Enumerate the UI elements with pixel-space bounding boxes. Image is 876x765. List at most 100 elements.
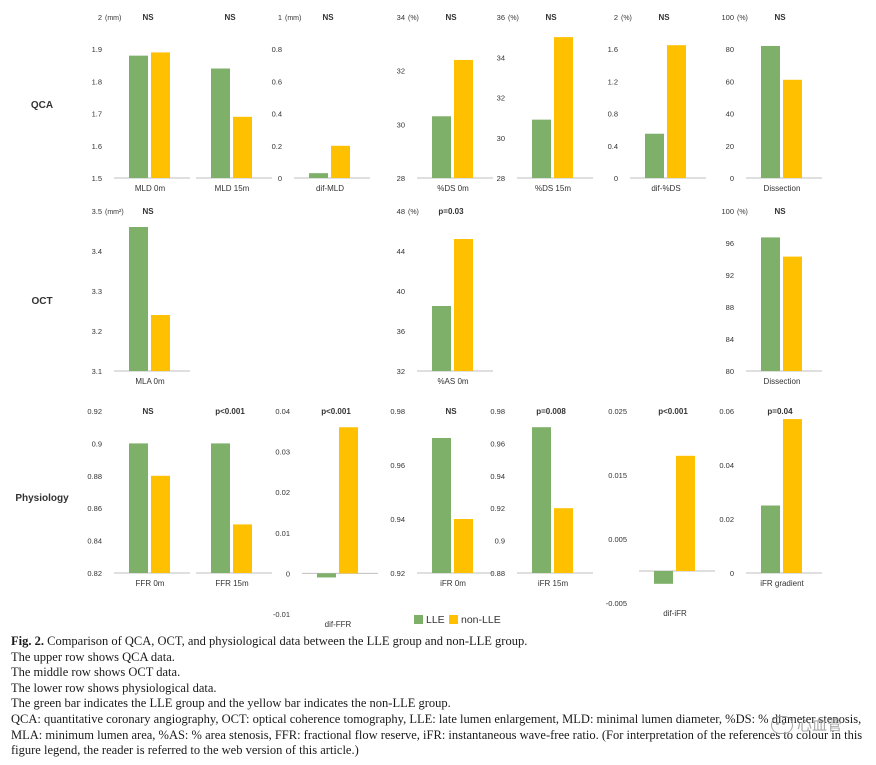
significance-label: NS bbox=[658, 13, 670, 22]
tick-label: 3.4 bbox=[92, 247, 102, 256]
tick-label: 0.025 bbox=[608, 407, 627, 416]
significance-label: NS bbox=[445, 407, 457, 416]
tick-label: 20 bbox=[726, 142, 734, 151]
significance-label: NS bbox=[142, 13, 154, 22]
tick-label: 0.92 bbox=[87, 407, 102, 416]
significance-label: p=0.008 bbox=[536, 407, 566, 416]
tick-label: 84 bbox=[726, 335, 734, 344]
caption-abbreviations: QCA: quantitative coronary angiography, … bbox=[11, 711, 863, 758]
tick-label: 100 bbox=[721, 207, 734, 216]
x-axis-label: iFR 15m bbox=[538, 579, 569, 588]
bar-lle bbox=[654, 571, 673, 584]
significance-label: p<0.001 bbox=[215, 407, 245, 416]
tick-label: 0.04 bbox=[719, 461, 734, 470]
caption-line-lower: The lower row shows physiological data. bbox=[11, 680, 217, 695]
tick-label: 3.2 bbox=[92, 327, 102, 336]
bar-non-lle bbox=[454, 519, 473, 573]
tick-label: 0.8 bbox=[608, 110, 618, 119]
bar-non-lle bbox=[151, 52, 170, 178]
tick-label: 0.06 bbox=[719, 407, 734, 416]
significance-label: p<0.001 bbox=[658, 407, 688, 416]
tick-label: 88 bbox=[726, 303, 734, 312]
tick-label: 36 bbox=[497, 13, 505, 22]
tick-label: 0.86 bbox=[87, 504, 102, 513]
tick-label: 0.84 bbox=[87, 537, 102, 546]
tick-label: 1.7 bbox=[92, 110, 102, 119]
tick-label: 0.005 bbox=[608, 535, 627, 544]
significance-label: p<0.001 bbox=[321, 407, 351, 416]
tick-label: 1.8 bbox=[92, 77, 102, 86]
panel-difmld: 0 0.2 0.4 0.6 0.8 1 (mm) dif-MLD NS bbox=[272, 13, 370, 193]
tick-label: 40 bbox=[397, 287, 405, 296]
watermark-text: 心血管 bbox=[796, 717, 842, 734]
panel-ffr15: FFR 15m p<0.001 bbox=[196, 407, 272, 588]
legend: LLE non-LLE bbox=[414, 614, 501, 626]
bar-non-lle bbox=[554, 37, 573, 178]
caption-fig-label: Fig. 2. bbox=[11, 634, 44, 648]
bar-non-lle bbox=[331, 145, 350, 178]
x-axis-label: MLD 0m bbox=[135, 184, 166, 193]
tick-label: 100 bbox=[721, 13, 734, 22]
caption-title-text: Comparison of QCA, OCT, and physiologica… bbox=[47, 634, 528, 648]
tick-label: 1.2 bbox=[608, 77, 618, 86]
tick-label: 0.96 bbox=[390, 461, 405, 470]
bar-non-lle bbox=[554, 508, 573, 573]
legend-label-non-lle: non-LLE bbox=[461, 614, 501, 626]
unit-label: (mm) bbox=[105, 15, 121, 22]
watermark: 心血管 bbox=[770, 714, 842, 735]
bar-lle bbox=[211, 68, 230, 178]
tick-label: 80 bbox=[726, 367, 734, 376]
significance-label: NS bbox=[322, 13, 334, 22]
unit-label: (%) bbox=[737, 209, 748, 216]
bar-lle bbox=[432, 116, 451, 178]
x-axis-label: FFR 0m bbox=[136, 579, 165, 588]
tick-label: 3.1 bbox=[92, 367, 102, 376]
unit-label: (%) bbox=[508, 15, 519, 22]
panel-dissection_oct: 80 84 88 92 96 100 (%) Dissection NS bbox=[721, 207, 822, 386]
tick-label: 0.88 bbox=[490, 569, 505, 578]
figure-caption: Fig. 2. Comparison of QCA, OCT, and phys… bbox=[11, 634, 871, 759]
tick-label: 0 bbox=[286, 569, 290, 578]
bar-non-lle bbox=[454, 59, 473, 178]
tick-label: 2 bbox=[614, 13, 618, 22]
bar-lle bbox=[761, 237, 780, 371]
x-axis-label: dif-MLD bbox=[316, 184, 344, 193]
panel-difffr: -0.01 0 0.01 0.02 0.03 0.04 dif-FFR p<0.001 bbox=[273, 407, 378, 628]
panel-ds0: 28 30 32 34 (%) %DS 0m NS bbox=[397, 13, 493, 193]
bar-lle bbox=[129, 55, 148, 178]
bar-lle bbox=[761, 45, 780, 179]
tick-label: 36 bbox=[397, 327, 405, 336]
tick-label: 28 bbox=[497, 174, 505, 183]
bar-lle bbox=[309, 173, 328, 178]
tick-label: 0.94 bbox=[390, 515, 405, 524]
caption-line-middle: The middle row shows OCT data. bbox=[11, 665, 181, 680]
tick-label: 0.9 bbox=[92, 439, 102, 448]
tick-label: 0.88 bbox=[87, 472, 102, 481]
tick-label: 30 bbox=[397, 120, 405, 129]
tick-label: 0.4 bbox=[272, 110, 282, 119]
bar-lle bbox=[532, 427, 551, 573]
legend-swatch-lle bbox=[414, 615, 423, 624]
row-label-oct: OCT bbox=[31, 296, 52, 307]
tick-label: 48 bbox=[397, 207, 405, 216]
x-axis-label: %DS 0m bbox=[437, 184, 469, 193]
tick-label: 44 bbox=[397, 247, 405, 256]
panel-ifrgrad: 0 0.02 0.04 0.06 iFR gradient p=0.04 bbox=[719, 407, 822, 588]
tick-label: 0.98 bbox=[390, 407, 405, 416]
row-labels: QCA OCT Physiology bbox=[15, 100, 69, 504]
tick-label: 0.8 bbox=[272, 45, 282, 54]
tick-label: 0 bbox=[730, 174, 734, 183]
significance-label: NS bbox=[774, 13, 786, 22]
tick-label: 0.82 bbox=[87, 569, 102, 578]
unit-label: (%) bbox=[408, 15, 419, 22]
x-axis-label: MLD 15m bbox=[215, 184, 250, 193]
tick-label: 1.5 bbox=[92, 174, 102, 183]
bar-non-lle bbox=[783, 79, 802, 178]
row-label-physiology: Physiology bbox=[15, 493, 69, 504]
tick-label: 0.9 bbox=[495, 537, 505, 546]
legend-label-lle: LLE bbox=[426, 614, 445, 626]
significance-label: NS bbox=[774, 207, 786, 216]
tick-label: -0.01 bbox=[273, 610, 290, 619]
figure-panels: QCA OCT Physiology 1.51.61.71.81.92 (mm)M… bbox=[15, 13, 822, 628]
tick-label: 0.01 bbox=[275, 529, 290, 538]
